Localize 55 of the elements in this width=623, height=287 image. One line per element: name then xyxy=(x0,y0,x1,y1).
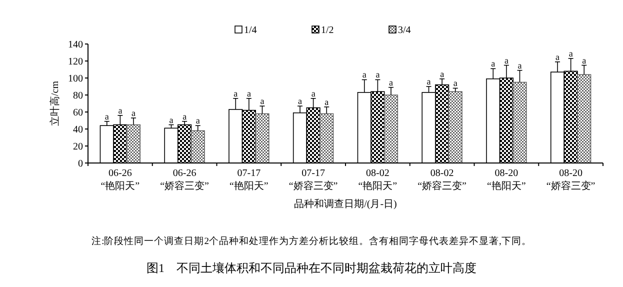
legend-label: 3/4 xyxy=(398,25,411,36)
x-tick-label: 08-02 “艳阳天” xyxy=(358,168,398,192)
data-label: a xyxy=(453,78,458,88)
data-label: a xyxy=(376,70,380,80)
x-tick-label: 06-26 “娇容三变” xyxy=(160,168,210,192)
data-label: a xyxy=(362,70,366,80)
bar xyxy=(384,94,398,164)
x-tick-label: 08-02 “娇容三变” xyxy=(418,168,467,192)
data-label: a xyxy=(504,55,508,66)
data-label: a xyxy=(234,88,238,98)
y-tick-label: 60 xyxy=(73,108,83,118)
data-label: a xyxy=(104,111,109,122)
legend-label: 1/2 xyxy=(321,25,334,36)
y-tick-label: 40 xyxy=(73,124,83,136)
y-axis-title: 立叶高/cm xyxy=(49,80,61,126)
data-label: a xyxy=(426,76,431,86)
data-label: a xyxy=(182,111,187,122)
data-label: a xyxy=(196,116,200,126)
data-label: a xyxy=(246,88,251,98)
bar xyxy=(126,124,141,164)
x-tick-label: 08-20 “艳阳天” xyxy=(486,168,526,192)
x-tick-label: 08-20 “娇容三变” xyxy=(546,168,596,192)
data-label: a xyxy=(388,77,393,88)
data-label: a xyxy=(518,60,522,70)
bar xyxy=(448,91,462,164)
data-label: a xyxy=(169,114,174,125)
y-tick-label: 100 xyxy=(68,74,83,84)
legend-label: 1/4 xyxy=(244,25,257,36)
y-tick-label: 120 xyxy=(68,56,83,68)
x-axis-title: 品种和调查日期/(月-日) xyxy=(294,198,397,210)
data-label: a xyxy=(582,55,586,66)
text: 注:阶段性同一个调查日期2个品种和处理作为方差分析比较组。含有相同字母代表差异不显著,下同。 xyxy=(92,235,532,247)
x-tick-label: 06-26 “艳阳天” xyxy=(100,168,140,192)
y-tick-label: 140 xyxy=(68,40,83,50)
bar xyxy=(320,113,334,164)
x-tick-label: 07-17 “艳阳天” xyxy=(229,168,268,192)
text: 图1 不同土壤体积和不同品种在不同时期盆栽荷花的立叶高度 xyxy=(146,261,476,275)
data-label: a xyxy=(491,58,496,69)
data-label: a xyxy=(298,96,302,106)
data-label: a xyxy=(324,96,329,107)
bar xyxy=(255,113,270,164)
x-tick-label: 07-17 “娇容三变” xyxy=(288,168,338,192)
data-label: a xyxy=(311,88,316,98)
data-label: a xyxy=(118,105,122,116)
data-label: a xyxy=(556,52,560,62)
data-label: a xyxy=(131,108,136,118)
bar xyxy=(190,130,205,164)
data-label: a xyxy=(260,96,264,106)
y-tick-label: 0 xyxy=(78,158,83,170)
data-label: a xyxy=(440,68,444,79)
y-tick-label: 20 xyxy=(73,142,83,152)
y-tick-label: 80 xyxy=(73,90,83,102)
bar xyxy=(577,74,592,164)
data-label: a xyxy=(568,48,573,58)
bar xyxy=(512,82,527,164)
